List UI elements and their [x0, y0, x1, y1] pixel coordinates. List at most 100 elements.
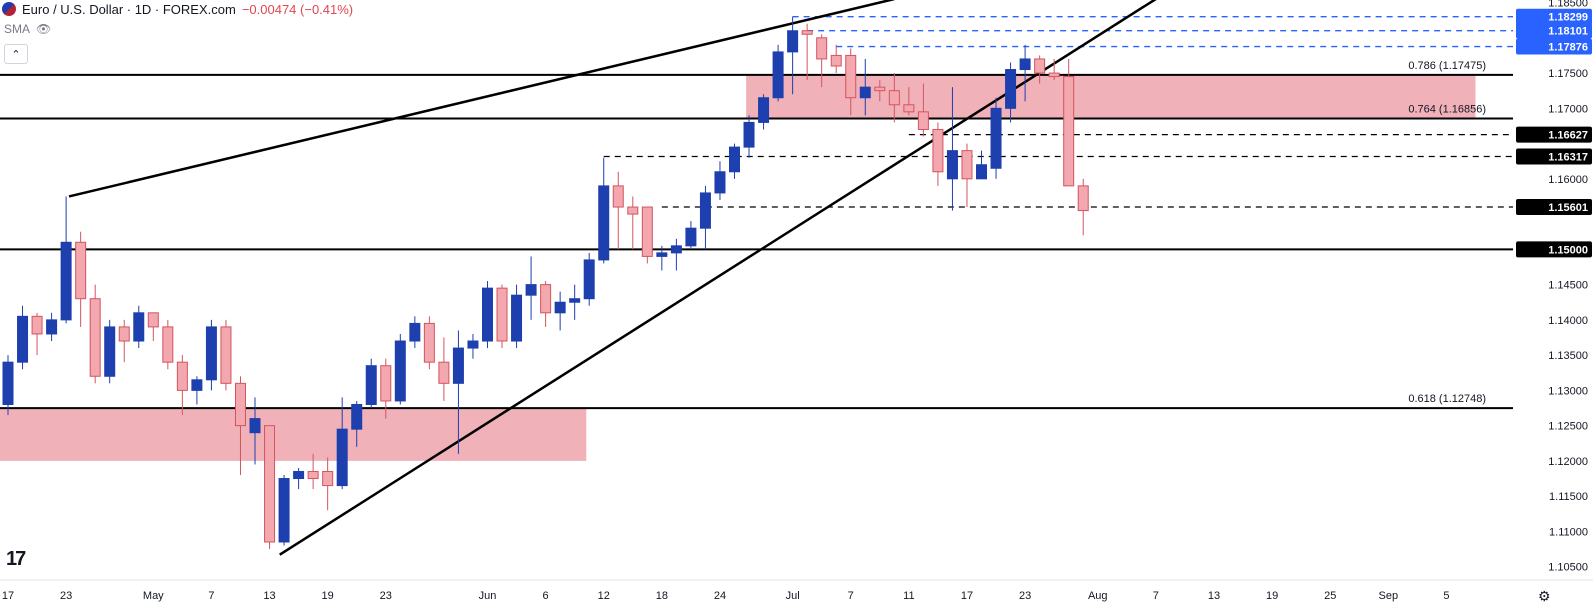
bearish-candle — [162, 326, 174, 363]
bearish-candle — [322, 470, 334, 487]
bullish-candle — [452, 347, 464, 384]
bullish-candle — [511, 294, 523, 342]
bearish-candle — [220, 326, 232, 384]
date-tick-label: 7 — [848, 590, 854, 602]
collapse-legend-button[interactable]: ⌃ — [4, 44, 28, 64]
bearish-candle — [1034, 58, 1046, 74]
fib-level-label: 0.764 (1.16856) — [1408, 103, 1486, 115]
date-tick-label: 7 — [208, 590, 214, 602]
bearish-candle — [1063, 76, 1075, 187]
bullish-candle — [990, 107, 1002, 169]
date-tick-label: 23 — [1019, 590, 1031, 602]
price-axis-background — [1513, 0, 1593, 613]
price-tick-label: 1.17000 — [1548, 103, 1588, 115]
bullish-candle — [569, 298, 581, 303]
indicator-row[interactable]: SMA 👁︎ — [4, 22, 51, 36]
bullish-candle — [2, 361, 14, 405]
bearish-candle — [496, 287, 508, 342]
date-tick-label: 23 — [60, 590, 72, 602]
bullish-candle — [976, 164, 988, 180]
price-level-badge-text: 1.18299 — [1548, 12, 1588, 24]
bullish-candle — [525, 284, 537, 296]
date-tick-label: 24 — [714, 590, 726, 602]
bullish-candle — [554, 301, 566, 314]
bearish-candle — [917, 111, 929, 130]
date-tick-label: 19 — [322, 590, 334, 602]
price-change: −0.00474 (−0.41%) — [241, 1, 354, 17]
bullish-candle — [481, 287, 493, 342]
bullish-candle — [583, 259, 595, 300]
bullish-candle — [787, 30, 799, 53]
bearish-candle — [147, 312, 159, 328]
bearish-candle — [438, 361, 450, 384]
price-level-badge — [1516, 8, 1592, 25]
date-tick-label: 12 — [598, 590, 610, 602]
price-tick-label: 1.13000 — [1548, 385, 1588, 397]
bullish-candle — [743, 121, 755, 148]
bearish-candle — [31, 315, 43, 335]
supply-demand-zone — [0, 408, 587, 461]
bearish-candle — [845, 54, 857, 99]
price-tick-label: 1.11500 — [1549, 491, 1588, 503]
bullish-candle — [104, 326, 116, 377]
bullish-candle — [278, 478, 290, 543]
bearish-candle — [75, 241, 87, 300]
eye-hidden-icon[interactable]: 👁︎ — [36, 22, 52, 36]
price-level-badge — [1516, 148, 1592, 165]
eurusd-flag-icon — [2, 2, 16, 16]
bearish-candle — [1048, 72, 1060, 78]
bearish-candle — [118, 326, 130, 342]
sma-label[interactable]: SMA — [4, 22, 31, 36]
bullish-candle — [714, 171, 726, 194]
bullish-candle — [729, 146, 740, 173]
bullish-candle — [293, 470, 305, 480]
bearish-candle — [888, 90, 900, 106]
settings-gear-icon[interactable]: ⚙ — [1538, 588, 1551, 604]
bearish-candle — [89, 298, 101, 377]
trendline — [279, 0, 1157, 556]
bullish-candle — [249, 418, 261, 434]
chart-header: Euro / U.S. Dollar · 1D · FOREX.com −0.0… — [0, 0, 353, 18]
bullish-candle — [365, 365, 377, 405]
bullish-candle — [409, 322, 421, 342]
fib-level-label: 0.618 (1.12748) — [1408, 393, 1486, 405]
price-level-badge — [1516, 198, 1592, 215]
date-tick-label: Aug — [1088, 590, 1108, 602]
date-tick-label: 13 — [263, 590, 275, 602]
price-level-badge-text: 1.17876 — [1548, 42, 1588, 54]
price-level-badge — [1516, 126, 1592, 143]
price-tick-label: 1.11000 — [1549, 526, 1588, 538]
bullish-candle — [946, 150, 958, 180]
bearish-candle — [307, 470, 319, 480]
bearish-candle — [874, 86, 886, 92]
date-tick-label: 23 — [380, 590, 392, 602]
bullish-candle — [351, 403, 363, 430]
price-tick-label: 1.12000 — [1548, 456, 1588, 468]
bullish-candle — [656, 252, 668, 257]
symbol-title[interactable]: Euro / U.S. Dollar · 1D · FOREX.com — [22, 1, 236, 17]
date-tick-label: 5 — [1443, 590, 1449, 602]
price-tick-label: 1.16000 — [1548, 174, 1588, 186]
bearish-candle — [801, 30, 813, 35]
price-level-badge-text: 1.16627 — [1548, 130, 1588, 142]
date-tick-label: 17 — [2, 590, 14, 602]
bullish-candle — [191, 379, 203, 391]
bullish-candle — [17, 315, 29, 363]
bearish-candle — [816, 37, 828, 60]
date-tick-label: 17 — [961, 590, 973, 602]
date-tick-label: 11 — [903, 590, 914, 602]
price-tick-label: 1.14500 — [1548, 280, 1588, 292]
bullish-candle — [758, 97, 770, 123]
bearish-candle — [380, 365, 392, 402]
bullish-candle — [205, 326, 217, 381]
bearish-candle — [932, 128, 944, 173]
bullish-candle — [46, 319, 58, 335]
date-tick-label: 6 — [543, 590, 549, 602]
bearish-candle — [264, 425, 276, 543]
bullish-candle — [685, 227, 697, 247]
tradingview-logo[interactable]: 17 — [6, 548, 26, 570]
bearish-candle — [176, 361, 188, 391]
bearish-candle — [641, 206, 653, 257]
bearish-candle — [423, 322, 435, 363]
